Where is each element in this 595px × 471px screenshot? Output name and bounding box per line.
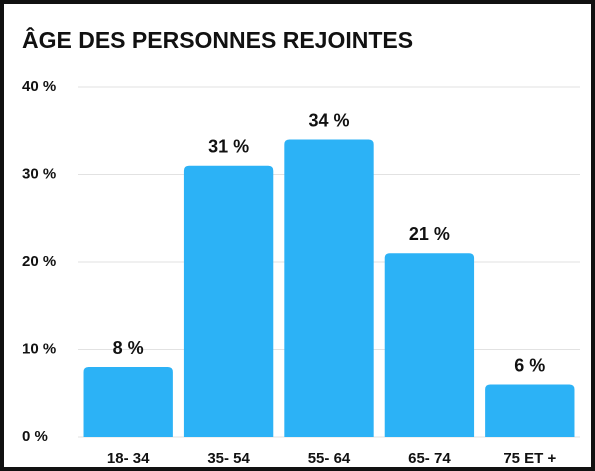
x-tick-label: 18- 34 <box>107 450 150 467</box>
data-label: 21 % <box>409 224 450 244</box>
x-tick-label: 65- 74 <box>408 450 451 467</box>
bar <box>485 384 575 437</box>
x-tick-label: 75 ET + <box>503 450 556 467</box>
bar <box>284 139 374 437</box>
y-tick-label: 10 % <box>22 340 56 357</box>
y-tick-label: 20 % <box>22 253 56 270</box>
data-label: 8 % <box>113 338 144 358</box>
data-label: 34 % <box>308 110 349 130</box>
y-tick-label: 40 % <box>22 78 56 95</box>
bar <box>183 165 274 437</box>
data-label: 6 % <box>514 355 545 375</box>
bar <box>384 253 475 437</box>
y-tick-label: 30 % <box>22 165 56 182</box>
chart-title: ÂGE DES PERSONNES REJOINTES <box>22 26 413 53</box>
x-tick-label: 55- 64 <box>308 450 351 467</box>
x-tick-label: 35- 54 <box>207 450 250 467</box>
bar <box>83 367 173 437</box>
y-tick-label: 0 % <box>22 428 48 445</box>
data-label: 31 % <box>208 137 249 157</box>
